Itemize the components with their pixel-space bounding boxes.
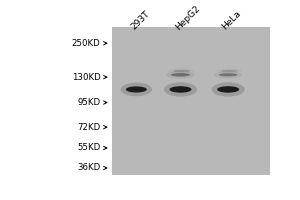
Ellipse shape — [166, 71, 195, 79]
Text: 293T: 293T — [129, 9, 152, 32]
Ellipse shape — [217, 86, 239, 93]
Ellipse shape — [173, 70, 190, 72]
Ellipse shape — [212, 82, 245, 97]
Ellipse shape — [219, 73, 238, 76]
Ellipse shape — [164, 82, 197, 97]
Ellipse shape — [171, 73, 190, 77]
Bar — [112, 27, 270, 175]
Ellipse shape — [126, 86, 147, 93]
Text: 250KD: 250KD — [71, 39, 100, 48]
Ellipse shape — [169, 68, 195, 74]
Ellipse shape — [169, 86, 191, 93]
Text: HeLa: HeLa — [220, 9, 243, 32]
Text: 72KD: 72KD — [77, 123, 100, 132]
Text: 130KD: 130KD — [71, 73, 100, 82]
Text: 55KD: 55KD — [77, 143, 100, 152]
Ellipse shape — [214, 71, 242, 78]
Ellipse shape — [221, 70, 238, 72]
Text: 95KD: 95KD — [77, 98, 100, 107]
Ellipse shape — [217, 68, 242, 74]
Text: 36KD: 36KD — [77, 163, 100, 172]
Ellipse shape — [121, 83, 152, 96]
Text: HepG2: HepG2 — [173, 4, 202, 32]
